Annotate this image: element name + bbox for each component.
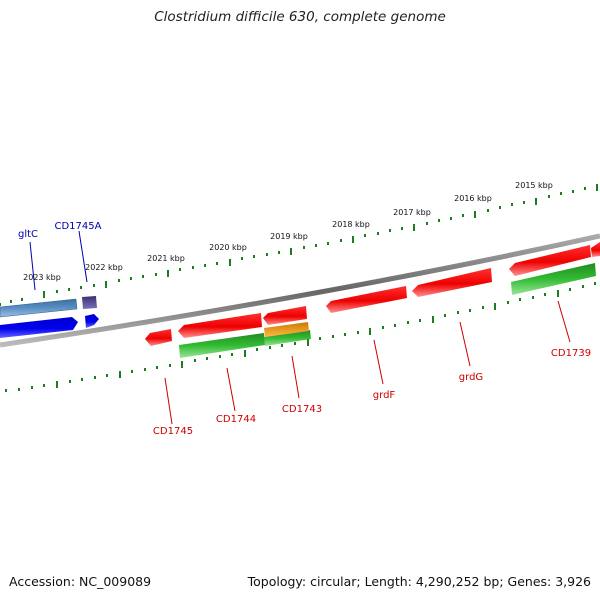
reverse-strand-track — [145, 242, 600, 346]
genome-summary-text: Topology: circular; Length: 4,290,252 bp… — [247, 574, 591, 589]
kbp-label: 2015 kbp — [515, 181, 553, 190]
green-feature[interactable] — [179, 333, 265, 358]
gene-leader-line — [29, 241, 36, 291]
orange-feature[interactable] — [264, 322, 309, 337]
kbp-label: 2016 kbp — [454, 194, 492, 203]
gene-leader-line — [78, 230, 88, 283]
reverse-gene-arrow[interactable] — [263, 306, 307, 325]
genome-title: Clostridium difficile 630, complete geno… — [154, 9, 446, 25]
gene-label-grdG[interactable]: grdG — [459, 372, 483, 383]
genome-backbone — [0, 233, 600, 348]
kbp-label: 2019 kbp — [270, 232, 308, 241]
kbp-label: 2020 kbp — [209, 243, 247, 252]
gene-leader-line — [164, 377, 173, 425]
outer-tick-ruler — [0, 184, 598, 306]
feature-track — [179, 263, 596, 358]
kbp-label: 2021 kbp — [147, 254, 185, 263]
reverse-gene-arrow[interactable] — [178, 313, 262, 338]
gene-leader-line — [459, 321, 471, 367]
kbp-label: 2023 kbp — [23, 273, 61, 282]
inner-tick-ruler — [5, 282, 596, 392]
forward-gene-arrow[interactable] — [82, 296, 97, 309]
gene-label-gltC[interactable]: gltC — [18, 229, 38, 240]
green-feature[interactable] — [511, 263, 596, 295]
kbp-label: 2017 kbp — [393, 208, 431, 217]
reverse-gene-arrow[interactable] — [509, 245, 591, 276]
reverse-gene-leaders — [164, 300, 571, 425]
kbp-label: 2022 kbp — [85, 263, 123, 272]
kbp-label: 2018 kbp — [332, 220, 370, 229]
gene-label-CD1743[interactable]: CD1743 — [282, 404, 322, 415]
reverse-gene-arrow[interactable] — [326, 286, 407, 313]
gene-label-CD1744[interactable]: CD1744 — [216, 414, 256, 425]
accession-text: Accession: NC_009089 — [9, 574, 152, 589]
forward-strand-track — [0, 296, 99, 338]
forward-gene-arrow[interactable] — [0, 317, 78, 338]
gene-leader-line — [373, 339, 384, 385]
forward-gene-arrow[interactable] — [85, 314, 99, 328]
reverse-gene-arrow[interactable] — [591, 242, 600, 257]
reverse-gene-arrow[interactable] — [412, 268, 492, 297]
gene-label-CD1745A[interactable]: CD1745A — [55, 221, 102, 232]
forward-gene-leaders — [29, 230, 88, 291]
gene-label-CD1745[interactable]: CD1745 — [153, 426, 193, 437]
gene-label-CD1739[interactable]: CD1739 — [551, 348, 591, 359]
forward-gene-arrow[interactable] — [0, 298, 78, 318]
reverse-gene-arrow[interactable] — [145, 329, 172, 346]
gene-leader-line — [291, 355, 300, 399]
green-feature[interactable] — [264, 330, 311, 346]
gene-label-grdF[interactable]: grdF — [373, 390, 396, 401]
gene-leader-line — [226, 367, 236, 412]
gene-leader-line — [557, 300, 571, 343]
